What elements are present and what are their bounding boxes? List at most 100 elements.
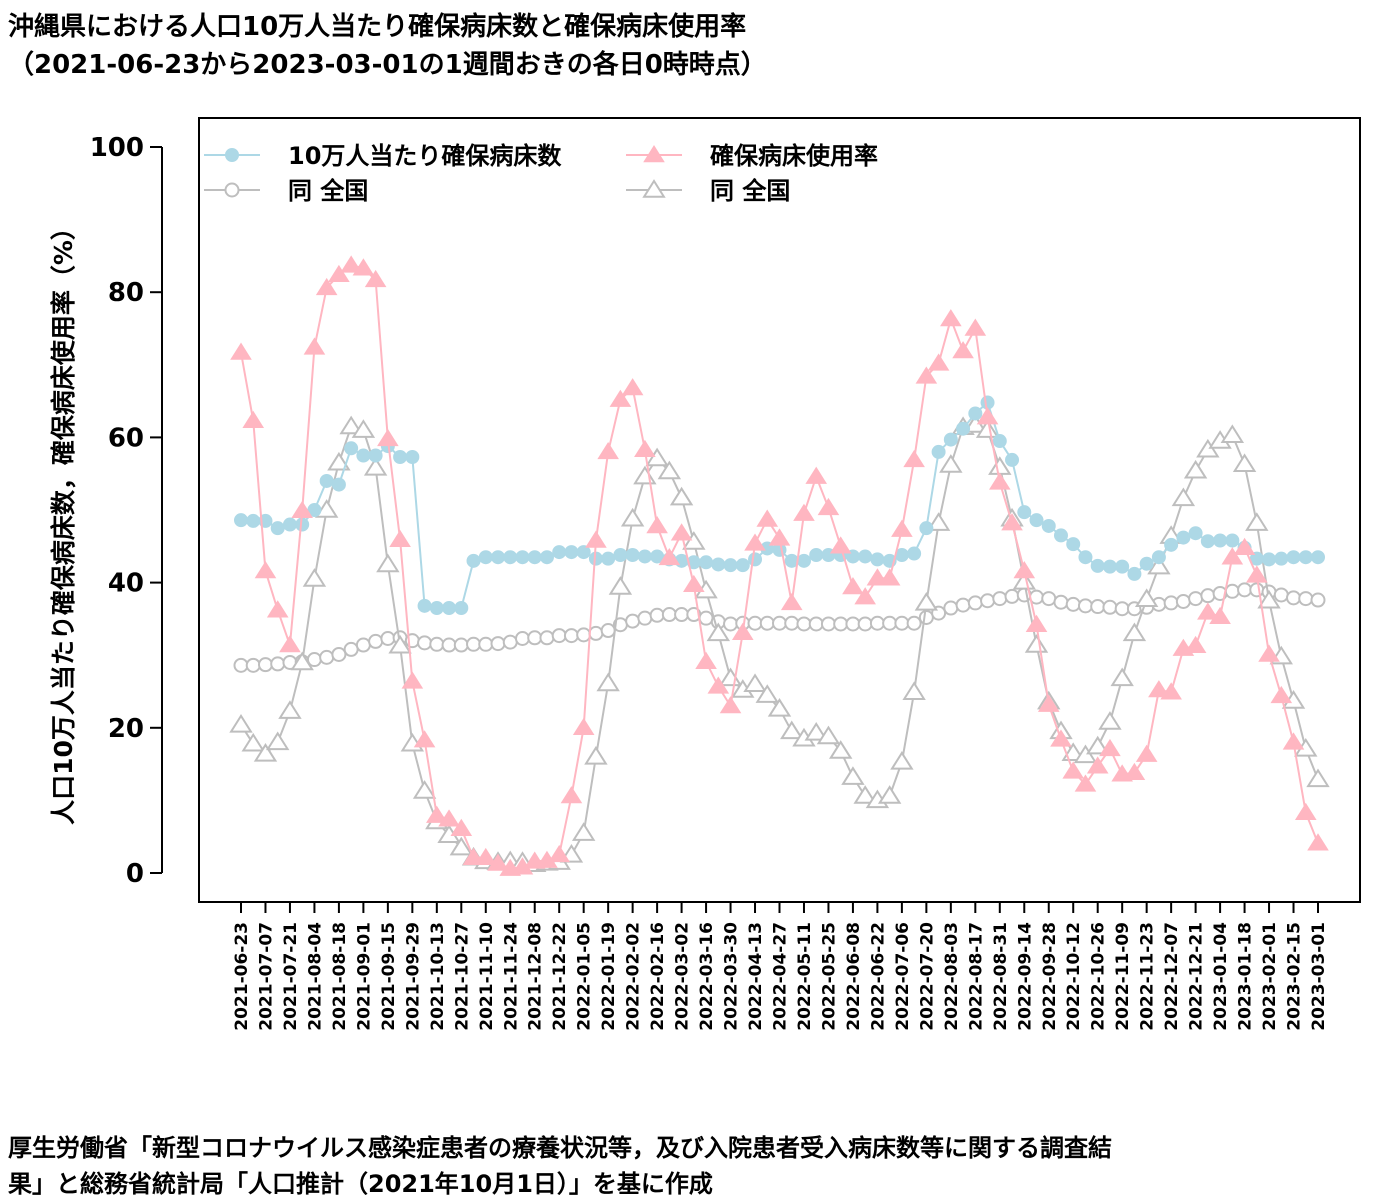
data-point	[474, 847, 497, 866]
data-point	[257, 657, 273, 673]
data-point	[1110, 667, 1134, 687]
data-point	[601, 551, 616, 566]
data-point	[478, 636, 494, 652]
data-point	[1041, 591, 1057, 607]
data-point	[1127, 566, 1142, 581]
legend-marker	[643, 145, 665, 163]
legend-label: 確保病床使用率	[710, 142, 878, 170]
data-point	[1053, 528, 1068, 543]
data-point	[246, 513, 261, 528]
data-point	[1262, 552, 1277, 567]
data-point	[1282, 732, 1305, 750]
data-point	[658, 547, 681, 566]
data-point	[442, 601, 457, 616]
data-point	[1225, 533, 1240, 548]
x-tick-label: 2022-11-23	[1138, 922, 1158, 1031]
data-point	[377, 428, 399, 447]
data-point	[1135, 744, 1158, 762]
legend-label: 同 全国	[710, 177, 790, 205]
data-point	[657, 460, 682, 480]
data-point	[600, 623, 616, 639]
data-point	[613, 548, 628, 563]
data-point	[919, 521, 934, 536]
data-point	[829, 536, 852, 554]
data-point	[964, 318, 987, 336]
data-point	[952, 341, 974, 359]
data-point	[1220, 424, 1245, 443]
x-tick-label: 2023-01-18	[1236, 922, 1256, 1031]
data-point	[453, 637, 469, 653]
data-point	[1013, 561, 1036, 579]
data-point	[233, 657, 249, 673]
data-point	[1258, 644, 1280, 662]
series-2	[230, 255, 1329, 876]
data-point	[1307, 833, 1329, 851]
data-point	[1175, 593, 1191, 609]
data-point	[669, 486, 694, 506]
data-point	[282, 517, 297, 532]
data-point	[625, 548, 640, 563]
data-point	[796, 553, 811, 568]
x-tick-label: 2021-11-10	[477, 922, 497, 1031]
data-point	[1134, 588, 1159, 608]
data-point	[368, 448, 383, 463]
data-point	[718, 667, 743, 687]
data-point	[1041, 518, 1056, 533]
data-point	[1151, 550, 1166, 565]
data-point	[902, 681, 926, 700]
data-point	[931, 444, 946, 459]
x-tick-label: 2022-01-05	[575, 922, 595, 1031]
data-point	[988, 472, 1011, 490]
data-point	[270, 656, 286, 672]
data-point	[748, 552, 763, 567]
data-point	[266, 600, 289, 618]
data-point	[620, 507, 645, 527]
data-point	[571, 822, 596, 841]
data-point	[1037, 694, 1060, 712]
x-tick-label: 2021-11-24	[501, 922, 521, 1031]
series-1	[234, 395, 1325, 616]
data-point	[842, 577, 864, 595]
data-point	[597, 441, 619, 460]
x-tick-label: 2022-06-22	[868, 922, 888, 1031]
data-point	[670, 523, 693, 541]
data-point	[1062, 761, 1085, 779]
data-point	[940, 309, 962, 327]
data-point	[711, 557, 726, 572]
x-tick-label: 2023-02-15	[1285, 922, 1305, 1031]
x-tick-label: 2022-07-20	[917, 922, 937, 1031]
data-point	[625, 613, 641, 629]
data-point	[1273, 587, 1289, 603]
data-point	[234, 513, 248, 528]
data-point	[723, 616, 739, 632]
data-point	[245, 657, 261, 673]
data-point	[975, 419, 1000, 438]
data-point	[380, 631, 396, 647]
x-tick-label: 2021-09-29	[403, 922, 423, 1031]
data-point	[1286, 590, 1302, 606]
x-tick-label: 2022-10-12	[1064, 922, 1084, 1031]
data-point	[279, 635, 301, 653]
data-point	[882, 615, 898, 631]
data-point	[747, 615, 763, 631]
data-point	[1078, 550, 1093, 565]
data-point	[319, 473, 334, 488]
data-point	[804, 722, 828, 741]
axes-layer: 0 20 40 60 80 100 人口10万人当たり確保病床数，確保病床使用率（%） 202…	[49, 117, 1361, 1031]
data-point	[780, 720, 804, 740]
data-point	[576, 545, 591, 560]
data-point	[976, 407, 999, 425]
data-point	[968, 406, 983, 421]
data-point	[364, 269, 387, 288]
data-point	[1294, 802, 1317, 820]
data-point	[707, 676, 730, 694]
data-point	[915, 366, 938, 384]
data-point	[1004, 588, 1020, 604]
data-point	[230, 342, 252, 360]
data-point	[1098, 711, 1122, 730]
x-tick-label: 2022-02-02	[624, 922, 644, 1031]
x-tick-label: 2021-06-23	[232, 922, 252, 1031]
data-point	[564, 545, 579, 560]
data-point	[699, 555, 714, 570]
data-point	[695, 651, 717, 669]
